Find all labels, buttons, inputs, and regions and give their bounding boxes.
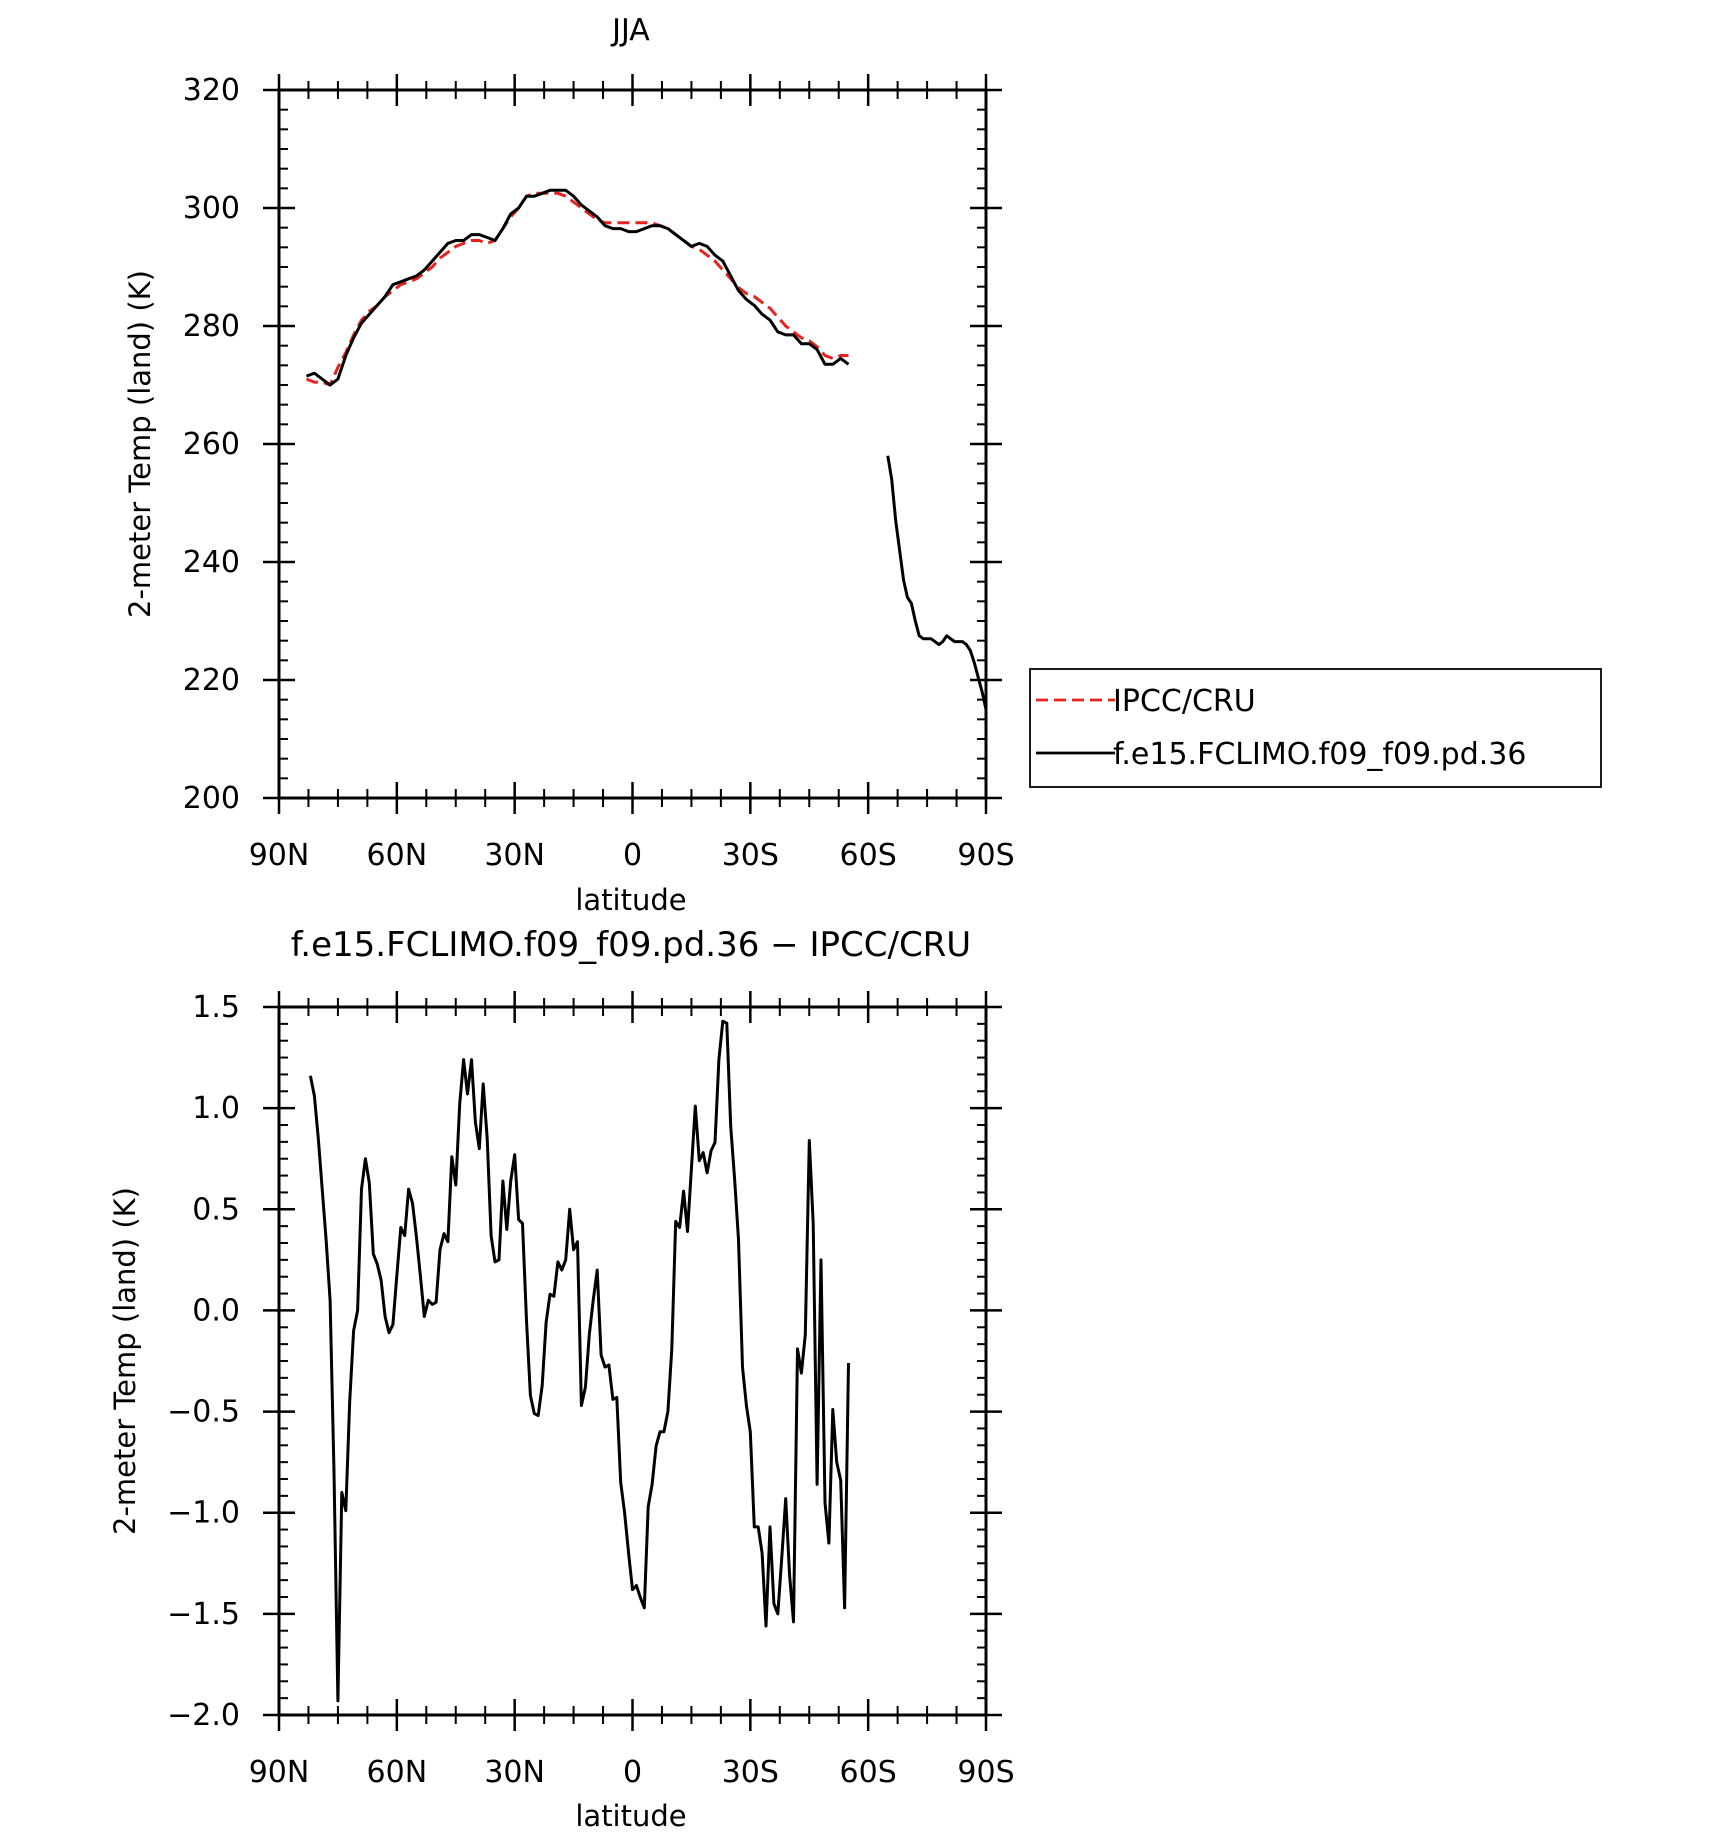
legend: IPCC/CRU f.e15.FCLIMO.f09_f09.pd.36 [1029,668,1602,788]
x-tick-label: 60S [840,838,897,873]
x-tick-label: 90N [249,1755,310,1790]
lower-panel-title: f.e15.FCLIMO.f09_f09.pd.36 − IPCC/CRU [291,925,971,965]
upper-panel-title: JJA [610,13,650,48]
series-line-difference [308,1019,850,1703]
upper-panel-y-tick-labels: 200 220 240 260 280 300 320 [183,73,240,816]
y-tick-label: 200 [183,781,240,816]
x-tick-label: 0 [623,838,642,873]
legend-box [1029,668,1602,788]
legend-label-ipcc-cru: IPCC/CRU [1113,684,1256,719]
y-tick-label: 0.0 [192,1293,240,1328]
y-tick-label: −2.0 [167,1698,240,1733]
y-tick-label: −1.5 [167,1597,240,1632]
y-tick-label: 220 [183,663,240,698]
upper-panel-x-axis-label: latitude [575,883,686,917]
y-tick-label: 260 [183,427,240,462]
y-tick-label: 300 [183,191,240,226]
x-tick-label: 60N [367,838,428,873]
series-line-f-e15-fclimo-f09-f09-pd-36 [886,455,988,710]
series-line-f-e15-fclimo-f09-f09-pd-36 [305,188,850,387]
x-tick-label: 0 [623,1755,642,1790]
x-tick-label: 60N [367,1755,428,1790]
upper-panel: JJA 90N 60N 30N 0 30S 60S 90S 200 220 240 260 280 3… [123,13,1602,917]
x-tick-label: 60S [840,1755,897,1790]
lower-panel-x-tick-labels: 90N 60N 30N 0 30S 60S 90S [249,1755,1015,1790]
y-tick-label: 240 [183,545,240,580]
x-tick-label: 30S [722,838,779,873]
lower-panel: f.e15.FCLIMO.f09_f09.pd.36 − IPCC/CRU 90… [108,925,1015,1833]
lower-panel-series [308,1019,850,1703]
y-tick-label: 1.5 [192,990,240,1025]
y-tick-label: 280 [183,309,240,344]
x-tick-label: 90S [957,838,1014,873]
lower-panel-y-axis-label: 2-meter Temp (land) (K) [108,1187,142,1535]
upper-panel-frame [277,88,988,800]
lower-panel-y-tick-labels: −2.0 −1.5 −1.0 −0.5 0.0 0.5 1.0 1.5 [167,990,240,1733]
legend-label-model: f.e15.FCLIMO.f09_f09.pd.36 [1113,737,1526,772]
upper-panel-y-axis-label: 2-meter Temp (land) (K) [123,270,157,618]
upper-panel-x-tick-labels: 90N 60N 30N 0 30S 60S 90S [249,838,1015,873]
y-tick-label: 0.5 [192,1192,240,1227]
upper-panel-series [305,188,988,710]
y-tick-label: 320 [183,73,240,108]
x-tick-label: 30S [722,1755,779,1790]
x-tick-label: 90S [957,1755,1014,1790]
x-tick-label: 30N [484,838,545,873]
x-tick-label: 90N [249,838,310,873]
y-tick-label: 1.0 [192,1091,240,1126]
lower-panel-frame [277,1005,988,1717]
lower-panel-x-axis-label: latitude [575,1799,686,1833]
x-tick-label: 30N [484,1755,545,1790]
y-tick-label: −0.5 [167,1395,240,1430]
y-tick-label: −1.0 [167,1496,240,1531]
series-line-ipcc-cru [305,191,849,387]
